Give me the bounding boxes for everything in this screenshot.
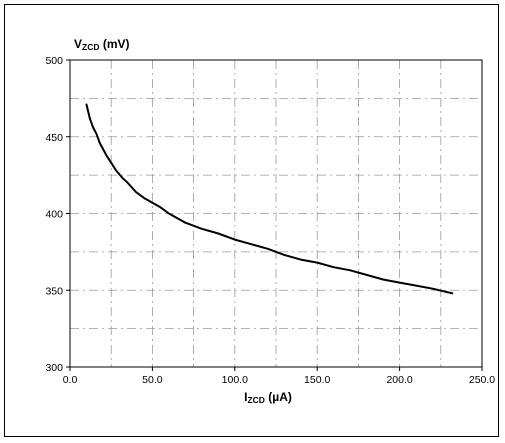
y-axis-title-main: V xyxy=(74,37,82,51)
x-axis-title-sub: ZCD xyxy=(247,395,264,405)
grid-layer xyxy=(70,60,482,367)
x-axis-title-main: I xyxy=(244,390,247,404)
y-tick-label: 500 xyxy=(45,55,63,67)
y-tick-label: 350 xyxy=(45,285,63,297)
y-axis-title-unit: (mV) xyxy=(100,37,130,51)
y-axis-title-sub: ZCD xyxy=(82,42,99,52)
y-tick-label: 450 xyxy=(45,132,63,144)
x-tick-label: 250.0 xyxy=(469,374,495,386)
x-tick-label: 100.0 xyxy=(222,374,248,386)
y-tick-label: 300 xyxy=(45,362,63,374)
x-axis-title: IZCD (µA) xyxy=(244,390,292,405)
tick-layer: 300 350 400 450 500 0.0 50.0 100.0 150.0 200.0 250… xyxy=(45,55,495,386)
series-line xyxy=(85,103,454,295)
y-axis-title: VZCD (mV) xyxy=(74,37,130,52)
x-tick-label: 50.0 xyxy=(142,374,163,386)
x-tick-label: 0.0 xyxy=(63,374,78,386)
x-tick-label: 200.0 xyxy=(386,374,412,386)
x-tick-label: 150.0 xyxy=(304,374,330,386)
y-tick-label: 400 xyxy=(45,209,63,221)
series-layer xyxy=(85,103,454,295)
x-axis-title-unit: (µA) xyxy=(265,390,292,404)
chart-frame xyxy=(4,4,499,437)
